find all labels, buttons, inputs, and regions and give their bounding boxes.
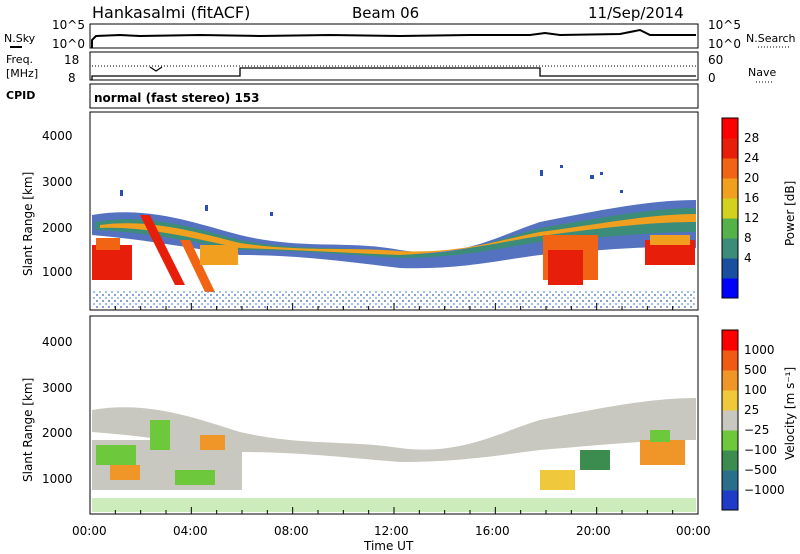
xtick-label: 04:00 (173, 524, 208, 538)
colorbar-segment (722, 198, 738, 219)
nave-tick-top: 60 (708, 53, 723, 67)
velocity-colorbar-tick: 500 (744, 363, 767, 377)
power-ytick-1000: 1000 (42, 265, 73, 279)
xtick-label: 20:00 (576, 524, 611, 538)
noise-panel: N.Sky 10^5 10^0 10^5 10^0 N.Search (4, 18, 796, 51)
power-ytick-3000: 3000 (42, 175, 73, 189)
colorbar-segment (722, 390, 738, 411)
xtick-label: 00:00 (72, 524, 107, 538)
colorbar-segment (722, 470, 738, 491)
panel-tick-marks (89, 303, 699, 514)
velocity-scatter (92, 398, 696, 512)
power-ytick-4000: 4000 (42, 129, 73, 143)
velocity-near-echoes (96, 420, 685, 490)
colorbar-segment (722, 158, 738, 179)
colorbar-segment (722, 450, 738, 471)
power-near-red (92, 215, 695, 292)
power-colorbar-tick: 8 (744, 231, 752, 245)
velocity-colorbar-tick: −500 (744, 463, 777, 477)
freq-label-1: Freq. (6, 53, 33, 66)
velocity-colorbar-tick: 25 (744, 403, 759, 417)
nave-label: Nave (748, 66, 776, 79)
xtick-label: 08:00 (274, 524, 309, 538)
noise-panel-frame (89, 23, 699, 49)
colorbar-segment (722, 258, 738, 279)
power-ytick-2000: 2000 (42, 221, 73, 235)
cpid-text: normal (fast stereo) 153 (94, 91, 260, 105)
power-band-core (100, 214, 696, 255)
power-panel: 4000 3000 2000 1000 Slant Range [km] 282… (21, 111, 797, 311)
noise-left-tick-bottom: 10^0 (52, 37, 85, 51)
colorbar-segment (722, 238, 738, 259)
cpid-frame (89, 83, 699, 109)
noise-right-tick-top: 10^5 (708, 18, 741, 32)
power-colorbar-label: Power [dB] (783, 181, 797, 246)
velocity-panel: 4000 3000 2000 1000 Slant Range [km] 100… (21, 315, 797, 515)
velocity-colorbar: 1000 500 100 25 −25 −100 −500 −1000 (721, 329, 785, 511)
velocity-ground-speckle (92, 498, 696, 512)
velocity-ytick-4000: 4000 (42, 335, 73, 349)
power-scatter (92, 165, 696, 308)
colorbar-segment (722, 330, 738, 351)
velocity-band-grey (92, 398, 696, 462)
colorbar-segment (722, 410, 738, 431)
power-colorbar-tick: 20 (744, 171, 759, 185)
velocity-colorbar-label: Velocity [m s⁻¹] (783, 367, 797, 460)
velocity-colorbar-tick: −100 (744, 443, 777, 457)
xtick-label: 12:00 (374, 524, 409, 538)
xtick-label: 00:00 (676, 524, 711, 538)
colorbar-segment (722, 278, 738, 299)
cpid-label: CPID (6, 89, 35, 102)
colorbar-segment (722, 178, 738, 199)
date-title: 11/Sep/2014 (588, 4, 684, 22)
noise-right-label: N.Search (746, 32, 796, 45)
colorbar-segment (722, 370, 738, 391)
freq-panel: Freq. [MHz] 18 8 CPID 60 0 Nave (6, 51, 776, 102)
noise-right-tick-bottom: 10^0 (708, 37, 741, 51)
colorbar-frame (721, 329, 739, 511)
power-colorbar: 28 24 20 16 12 8 4 (721, 117, 759, 299)
colorbar-segment (722, 118, 738, 139)
colorbar-frame (721, 117, 739, 299)
nave-tick-bottom: 0 (708, 71, 716, 85)
colorbar-segment (722, 138, 738, 159)
noise-left-tick-top: 10^5 (52, 18, 85, 32)
velocity-colorbar-tick: −25 (744, 423, 769, 437)
station-title: Hankasalmi (fitACF) (92, 3, 250, 22)
freq-trace (91, 67, 696, 80)
colorbar-segment (722, 218, 738, 239)
x-axis-label: Time UT (363, 539, 414, 553)
power-ground-speckle (92, 290, 696, 308)
noise-sky-trace (91, 28, 696, 48)
velocity-colorbar-tick: 1000 (744, 343, 775, 357)
velocity-ytick-1000: 1000 (42, 472, 73, 486)
power-scattered-dots (120, 165, 623, 216)
velocity-colorbar-tick: −1000 (744, 483, 785, 497)
colorbar-segment (722, 430, 738, 451)
freq-label-2: [MHz] (6, 67, 38, 80)
power-ylabel: Slant Range [km] (21, 172, 35, 276)
velocity-ytick-3000: 3000 (42, 381, 73, 395)
freq-tick-bottom: 8 (68, 71, 76, 85)
freq-tick-top: 18 (64, 53, 79, 67)
power-colorbar-tick: 28 (744, 131, 759, 145)
xtick-label: 16:00 (475, 524, 510, 538)
colorbar-segment (722, 490, 738, 511)
power-colorbar-tick: 24 (744, 151, 759, 165)
x-axis: 00:00 04:00 08:00 12:00 16:00 20:00 00:0… (72, 524, 711, 553)
power-colorbar-tick: 16 (744, 191, 759, 205)
power-colorbar-tick: 12 (744, 211, 759, 225)
nave-dip (149, 66, 163, 72)
velocity-ylabel: Slant Range [km] (21, 378, 35, 482)
velocity-ytick-2000: 2000 (42, 426, 73, 440)
velocity-colorbar-tick: 100 (744, 383, 767, 397)
beam-title: Beam 06 (352, 4, 419, 22)
freq-panel-frame (89, 51, 699, 81)
colorbar-segment (722, 350, 738, 371)
noise-left-label: N.Sky (4, 32, 36, 45)
power-colorbar-tick: 4 (744, 251, 752, 265)
